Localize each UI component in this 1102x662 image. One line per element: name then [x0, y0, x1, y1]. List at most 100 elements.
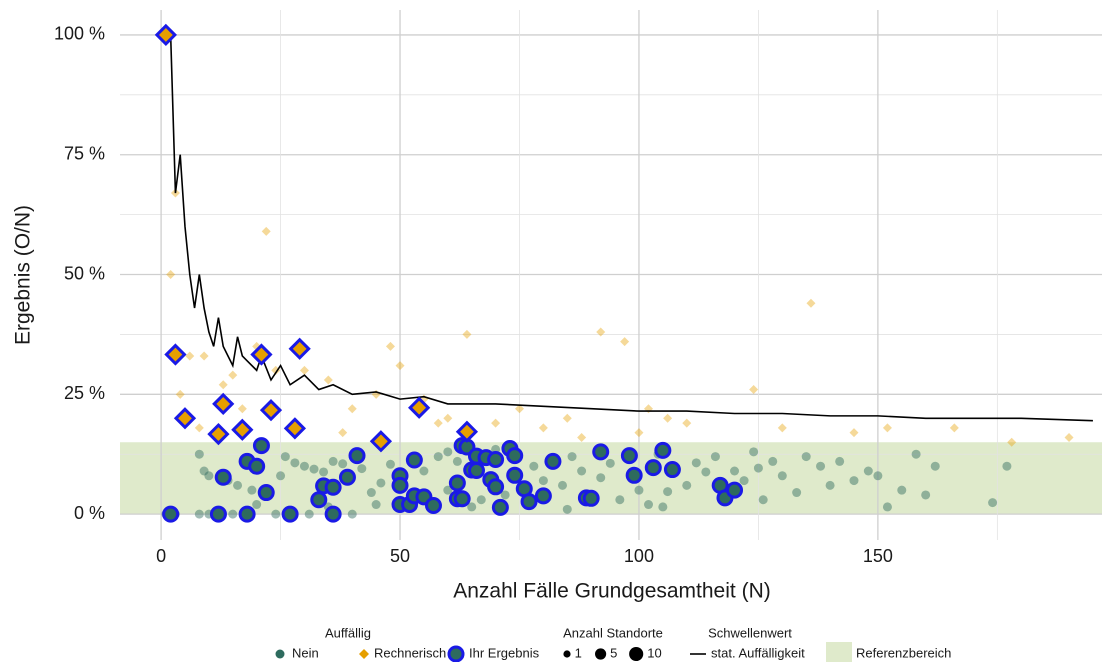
- point: [199, 466, 209, 476]
- point: [538, 476, 548, 486]
- point: [257, 484, 275, 502]
- point: [487, 478, 505, 496]
- size-legend-dot: [595, 648, 607, 660]
- point-diamond: [338, 428, 348, 438]
- point: [385, 459, 395, 469]
- point: [544, 452, 562, 470]
- point: [897, 485, 907, 495]
- point: [849, 476, 859, 486]
- point: [644, 459, 662, 477]
- point-diamond: [1007, 437, 1017, 447]
- legend-swatch: [447, 645, 465, 662]
- point-diamond: [237, 404, 247, 414]
- point: [310, 491, 328, 509]
- point: [443, 485, 453, 495]
- threshold-legend-title: Schwellenwert: [708, 625, 792, 640]
- point: [596, 473, 606, 483]
- point-diamond: [443, 413, 453, 423]
- point: [338, 468, 356, 486]
- point-diamond: [491, 418, 501, 428]
- point-diamond: [231, 418, 254, 441]
- x-tick-label: 150: [863, 546, 893, 566]
- point-diamond: [154, 23, 177, 47]
- point-diamond: [577, 432, 587, 442]
- point-diamond: [385, 341, 395, 351]
- point-diamond: [194, 423, 204, 433]
- point: [348, 447, 366, 465]
- point: [682, 480, 692, 490]
- legend-swatch: [359, 649, 369, 659]
- size-legend-label: 5: [610, 645, 617, 660]
- point: [233, 480, 243, 490]
- point: [247, 485, 257, 495]
- size-legend-label: 10: [647, 645, 661, 660]
- point-diamond: [288, 337, 311, 360]
- point-diamond: [299, 365, 309, 375]
- point-diamond: [514, 404, 524, 414]
- point-diamond: [212, 392, 235, 416]
- point-diamond: [562, 413, 572, 423]
- point: [625, 466, 643, 484]
- y-tick-label: 75 %: [64, 143, 105, 163]
- point: [921, 490, 931, 500]
- legend-label: Rechnerisch: [374, 645, 446, 660]
- point: [204, 471, 214, 481]
- point: [753, 463, 763, 473]
- point: [562, 504, 572, 514]
- point-diamond: [207, 422, 230, 446]
- point-diamond: [259, 399, 283, 422]
- point: [214, 468, 232, 486]
- point: [577, 466, 587, 476]
- point: [162, 505, 180, 523]
- point-diamond: [538, 423, 548, 433]
- point: [280, 452, 290, 462]
- reference-band: [120, 442, 1102, 515]
- y-tick-label: 50 %: [64, 263, 105, 283]
- point: [304, 509, 314, 519]
- point: [644, 500, 654, 510]
- point: [238, 505, 256, 523]
- point: [194, 449, 204, 459]
- point-diamond: [849, 428, 859, 438]
- threshold-line: [165, 34, 1093, 422]
- legend-label: Nein: [292, 645, 319, 660]
- point-diamond: [433, 418, 443, 428]
- x-axis-label: Anzahl Fälle Grundgesamtheit (N): [453, 580, 770, 603]
- point: [491, 498, 509, 516]
- point-diamond: [777, 423, 787, 433]
- point: [324, 478, 342, 496]
- size-legend-title: Anzahl Standorte: [563, 625, 663, 640]
- point: [405, 451, 423, 469]
- point: [391, 476, 409, 494]
- point: [567, 452, 577, 462]
- point: [758, 495, 768, 505]
- point: [1002, 461, 1012, 471]
- point-diamond: [408, 396, 431, 419]
- point: [500, 490, 510, 500]
- point: [777, 471, 787, 481]
- point-diamond: [347, 404, 357, 414]
- point: [248, 457, 266, 475]
- point: [988, 498, 998, 508]
- point-diamond: [228, 370, 238, 380]
- point-diamond: [261, 226, 271, 236]
- legend-swatch: [275, 649, 285, 659]
- point: [792, 488, 802, 498]
- point: [452, 456, 462, 466]
- size-legend-dot: [629, 646, 644, 662]
- point-diamond: [596, 327, 606, 337]
- point: [529, 461, 539, 471]
- point: [592, 443, 610, 461]
- point: [930, 461, 940, 471]
- legend-title: Auffällig: [325, 625, 371, 640]
- y-tick-label: 0 %: [74, 503, 105, 523]
- point: [506, 466, 524, 484]
- size-legend-label: 1: [575, 645, 582, 660]
- point: [663, 487, 673, 497]
- point: [281, 505, 299, 523]
- y-tick-label: 25 %: [64, 383, 105, 403]
- point: [701, 467, 711, 477]
- point-diamond: [323, 375, 333, 385]
- point: [726, 481, 744, 499]
- legend-label: Ihr Ergebnis: [469, 645, 540, 660]
